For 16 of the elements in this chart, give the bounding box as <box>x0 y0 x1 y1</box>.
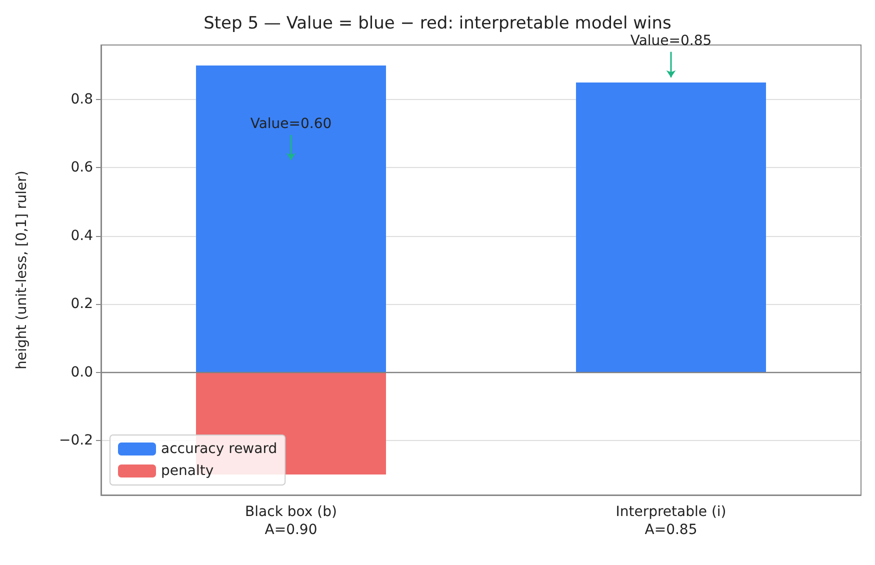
y-tick-label: 0.0 <box>70 364 93 380</box>
y-tick-label: 0.4 <box>70 228 94 244</box>
y-axis-title: height (unit-less, [0,1] ruler) <box>14 170 30 370</box>
x-tick-label: Interpretable (i) A=0.85 <box>616 504 726 538</box>
bar <box>576 82 766 372</box>
legend-label: accuracy reward <box>161 441 278 457</box>
y-tick-label: 0.8 <box>70 92 93 108</box>
legend-label: penalty <box>161 463 214 479</box>
y-tick-label: −0.2 <box>59 432 93 448</box>
x-tick-label: Black box (b) A=0.90 <box>245 504 337 538</box>
annotation: Value=0.60 <box>250 116 332 132</box>
bar <box>196 65 386 372</box>
y-tick-label: 0.6 <box>70 160 94 176</box>
chart-title: Step 5 — Value = blue − red: interpretable model wins <box>204 14 672 34</box>
y-tick-label: 0.2 <box>70 296 93 312</box>
annotation: Value=0.85 <box>630 32 712 49</box>
